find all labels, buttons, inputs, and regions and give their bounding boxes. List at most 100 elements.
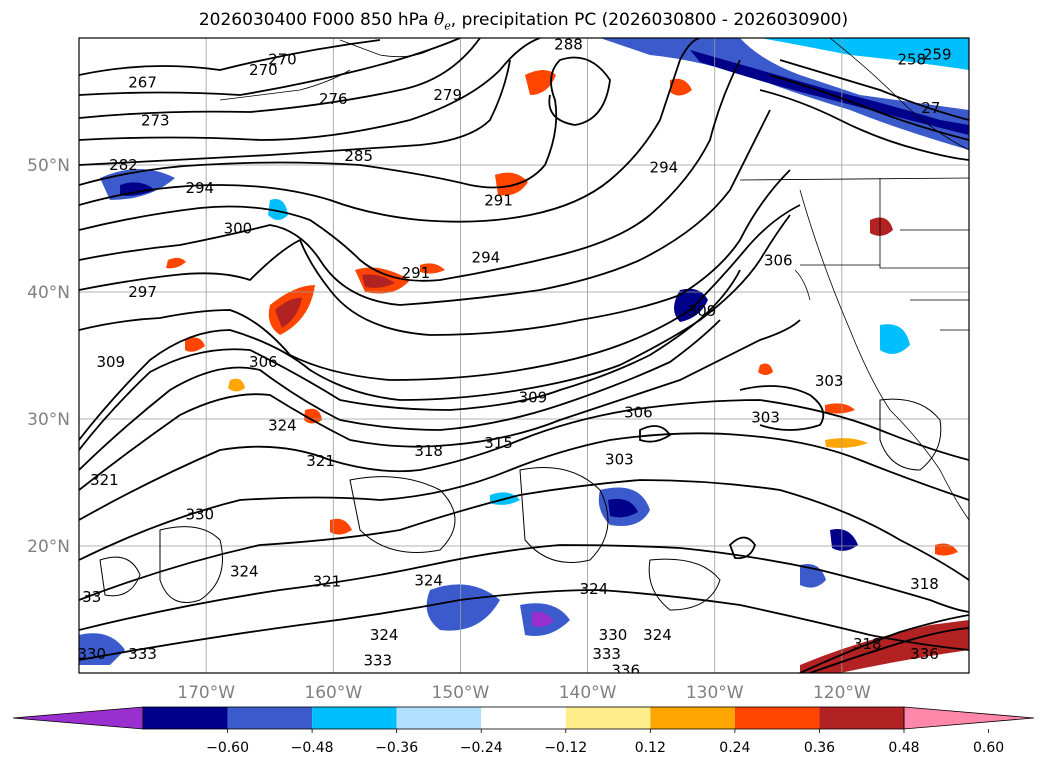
contour-label: 297 xyxy=(128,283,157,301)
contour-line xyxy=(79,38,701,223)
precip-pos-area xyxy=(304,408,322,424)
precip-pos-area xyxy=(935,543,958,556)
contour-label: 294 xyxy=(185,179,214,197)
precip-pos-mid xyxy=(825,438,868,448)
longitude-label: 140°W xyxy=(559,683,617,703)
contour-label: 288 xyxy=(554,35,583,53)
theta-e-contours-thin xyxy=(99,398,942,611)
contour-line xyxy=(79,319,721,471)
colorbar-tick-label: −0.12 xyxy=(544,740,587,756)
contour-line xyxy=(79,56,611,189)
contour-label: 318 xyxy=(853,635,882,653)
title-theta-subscript: e xyxy=(444,19,451,33)
precip-neg-core xyxy=(674,288,708,322)
contour-label: 282 xyxy=(109,156,138,174)
precip-pos-core xyxy=(362,274,395,288)
contour-label: 294 xyxy=(650,159,679,177)
precip-pos-area xyxy=(495,172,528,196)
contour-label: 300 xyxy=(224,220,253,238)
precip-neg-core xyxy=(120,182,155,196)
colorbar-extend-high xyxy=(903,706,1035,730)
precip-pos-area xyxy=(185,337,205,352)
contour-label: 276 xyxy=(319,90,348,108)
contour-label: 321 xyxy=(306,452,335,470)
colorbar-extend-low xyxy=(12,706,144,730)
contour-label: 315 xyxy=(484,434,513,452)
contour-line xyxy=(159,526,223,603)
contour-line xyxy=(79,269,741,451)
contour-line xyxy=(879,398,942,471)
contour-line xyxy=(809,627,969,673)
contour-line xyxy=(648,558,721,611)
precip-pos-mid xyxy=(228,378,245,392)
precip-neg-core xyxy=(690,50,969,135)
colorbar-tick-label: −0.24 xyxy=(460,740,503,756)
us-coastline xyxy=(799,189,969,521)
contour-label: 324 xyxy=(268,416,297,434)
aleutian-islands xyxy=(219,69,351,101)
colorbar-tick-label: 0.12 xyxy=(635,740,666,756)
latitude-labels: 50°N 40°N 30°N 20°N xyxy=(27,156,70,557)
state-border xyxy=(879,178,969,269)
contour-label: 267 xyxy=(128,73,157,91)
contour-label: 279 xyxy=(433,86,462,104)
longitude-label: 120°W xyxy=(813,683,871,703)
contour-line xyxy=(769,74,969,141)
contour-label: 336 xyxy=(910,645,939,663)
colorbar-bin xyxy=(819,707,904,729)
precip-neg-light xyxy=(268,199,288,220)
precip-neg-light xyxy=(880,324,910,354)
contour-label: 324 xyxy=(230,562,259,580)
contour-line xyxy=(79,38,541,141)
contour-label: 273 xyxy=(141,112,170,130)
contour-line xyxy=(79,399,969,521)
contour-label: 303 xyxy=(605,451,634,469)
colorbar-bin xyxy=(481,707,566,729)
plot-frame xyxy=(78,37,970,674)
contour-line xyxy=(349,476,456,553)
contour-label: 306 xyxy=(764,251,793,269)
coastlines xyxy=(219,38,969,521)
coastline xyxy=(829,38,969,151)
precip-neg-light xyxy=(760,38,969,70)
contour-label: 303 xyxy=(751,409,780,427)
colorbar-tick-label: −0.48 xyxy=(291,740,334,756)
precip-pos-area xyxy=(420,263,445,274)
precip-pos-area xyxy=(525,70,556,95)
contour-label: 318 xyxy=(910,575,939,593)
state-border xyxy=(900,229,969,331)
latitude-label: 50°N xyxy=(27,156,70,176)
contour-label: 303 xyxy=(815,372,844,390)
colorbar-tick-label: 0.36 xyxy=(804,740,835,756)
longitude-labels: 170°W 160°W 150°W 140°W 130°W 120°W xyxy=(177,683,871,703)
contour-line xyxy=(799,614,969,673)
longitude-label: 150°W xyxy=(432,683,490,703)
latitude-label: 40°N xyxy=(27,283,70,303)
contour-line xyxy=(79,544,969,631)
contour-label: 330 xyxy=(77,645,106,663)
contour-label: 309 xyxy=(519,388,548,406)
contour-line xyxy=(79,479,969,601)
contour-line xyxy=(99,556,141,597)
contour-label: 321 xyxy=(90,471,119,489)
contour-label: 294 xyxy=(472,249,501,267)
precip-neg-core xyxy=(830,529,858,551)
latitude-label: 30°N xyxy=(27,410,70,430)
colorbar-tick-label: −0.36 xyxy=(375,740,418,756)
precip-pos-area xyxy=(670,78,692,96)
contour-label: 336 xyxy=(611,661,640,679)
contour-label: 333 xyxy=(592,645,621,663)
contour-label: 333 xyxy=(363,651,392,669)
contour-line xyxy=(79,589,969,661)
contour-line xyxy=(79,169,791,336)
contour-labels: 267 270 276 273 279 288 285 282 294 291 294 300 291 2… xyxy=(77,35,952,679)
contour-line xyxy=(79,109,771,306)
coastline xyxy=(794,269,811,301)
title-theta-symbol: θ xyxy=(434,10,445,30)
longitude-label: 160°W xyxy=(304,683,362,703)
border-line xyxy=(739,177,969,181)
colorbar-tick-label: −0.60 xyxy=(206,740,249,756)
contour-line xyxy=(779,59,969,121)
colorbar-bin xyxy=(565,707,651,729)
